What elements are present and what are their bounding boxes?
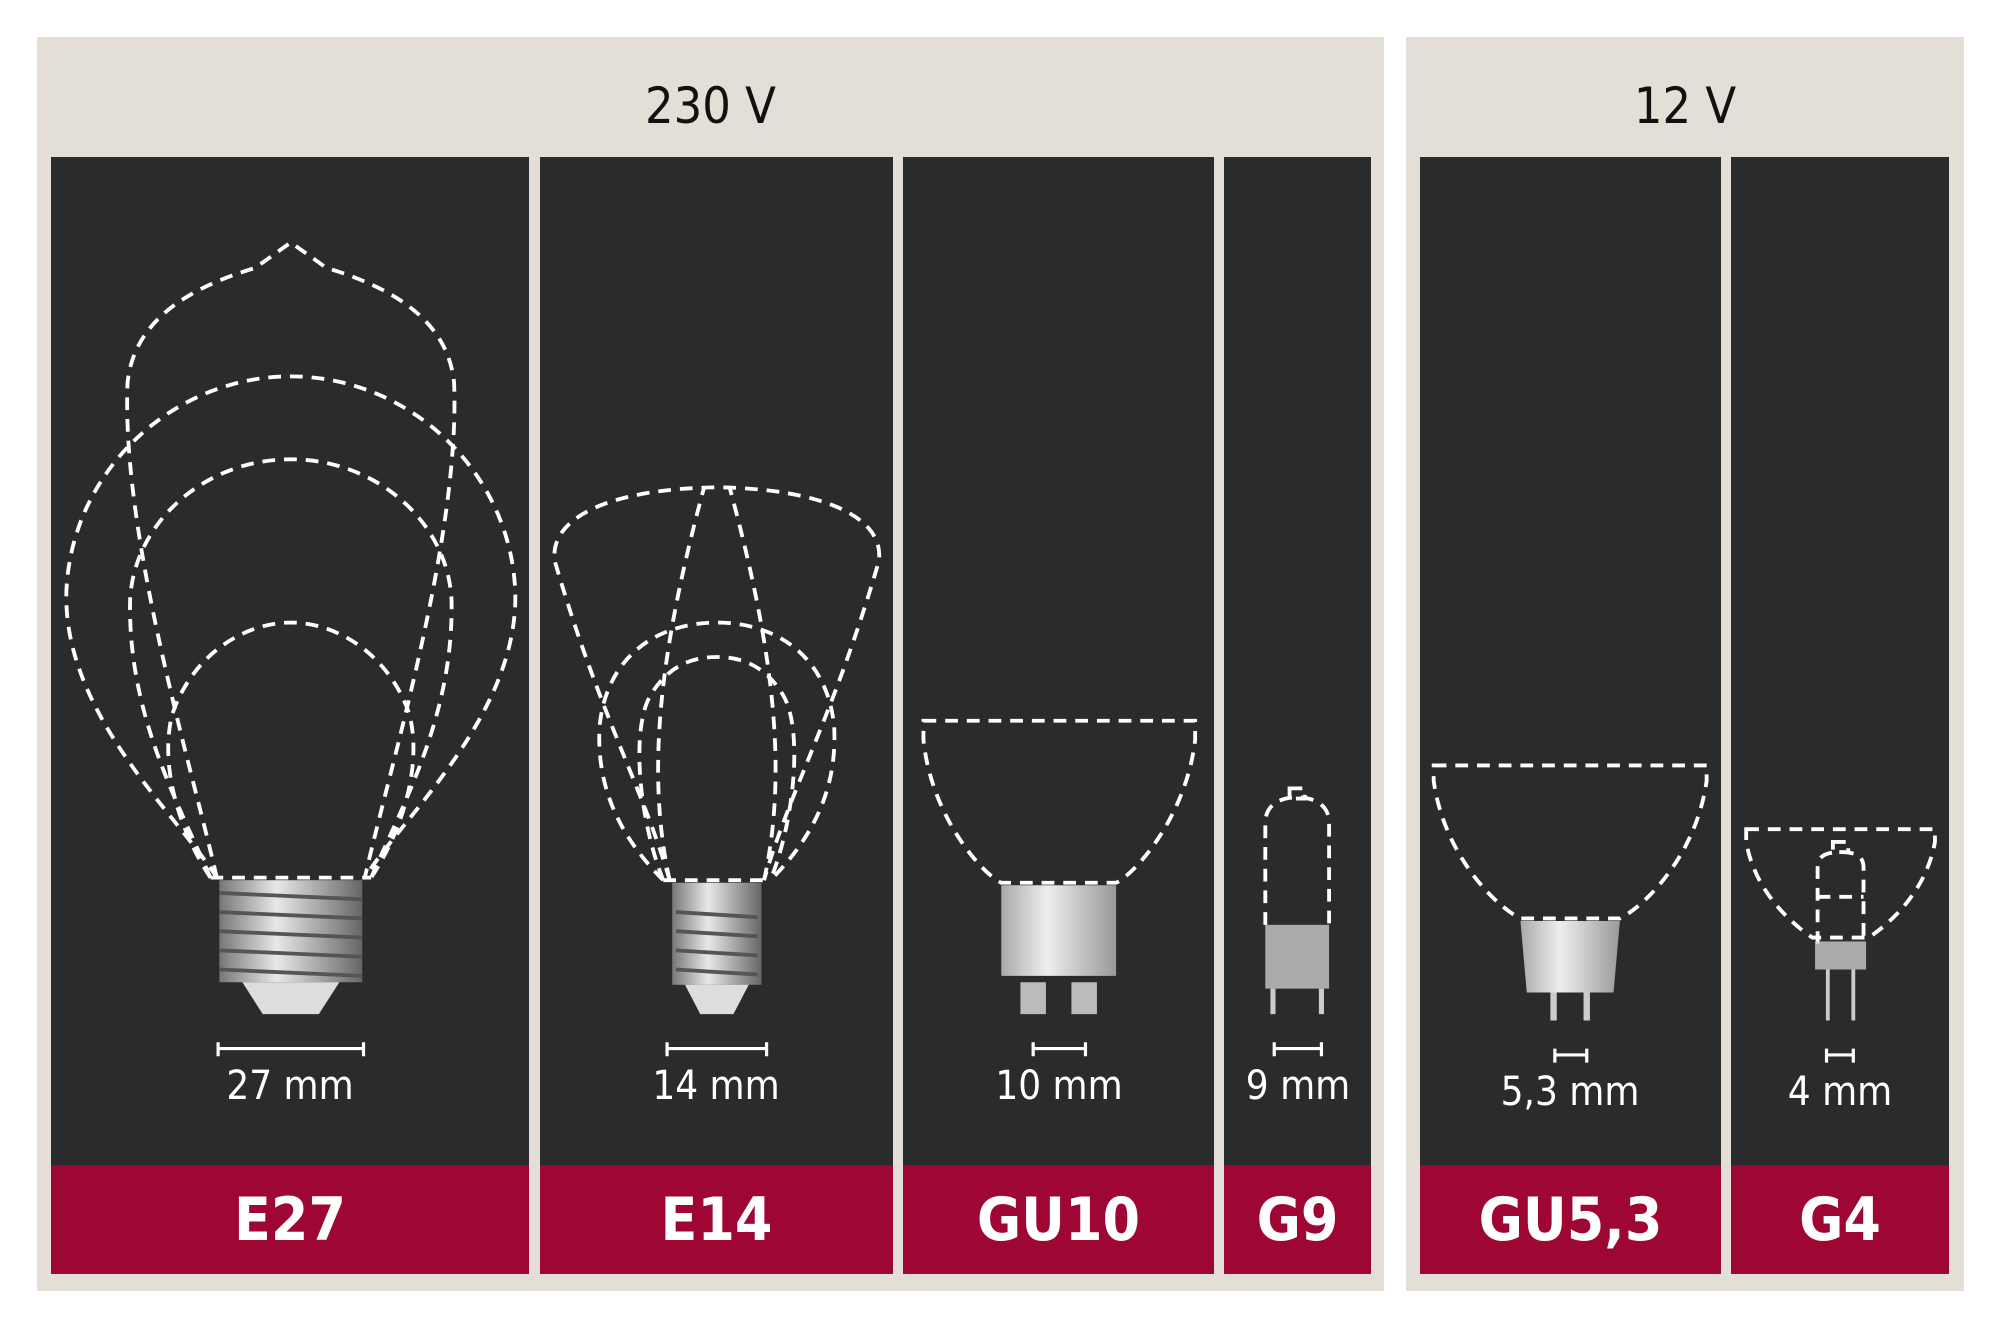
panel-g9 [1224, 157, 1371, 1165]
group-title: 12 V [1633, 77, 1737, 135]
dimension-text: 4 mm [1787, 1069, 1893, 1115]
panel-gu53 [1420, 157, 1721, 1165]
dimension-text: 5,3 mm [1500, 1069, 1640, 1115]
socket-label: GU5,3 [1420, 1165, 1721, 1274]
dimension-text: 27 mm [226, 1063, 354, 1109]
panel-g4 [1731, 157, 1949, 1165]
panel-e27 [51, 157, 529, 1165]
socket-label: E14 [540, 1165, 893, 1274]
socket-label: E27 [51, 1165, 529, 1274]
socket-label: G4 [1731, 1165, 1949, 1274]
dimension-text: 10 mm [995, 1063, 1123, 1109]
panel-gu10 [903, 157, 1214, 1165]
panel-e14 [540, 157, 893, 1165]
group-title: 230 V [645, 77, 776, 135]
dimension-text: 9 mm [1245, 1063, 1351, 1109]
socket-label: GU10 [903, 1165, 1214, 1274]
socket-label: G9 [1224, 1165, 1371, 1274]
dimension-text: 14 mm [652, 1063, 780, 1109]
